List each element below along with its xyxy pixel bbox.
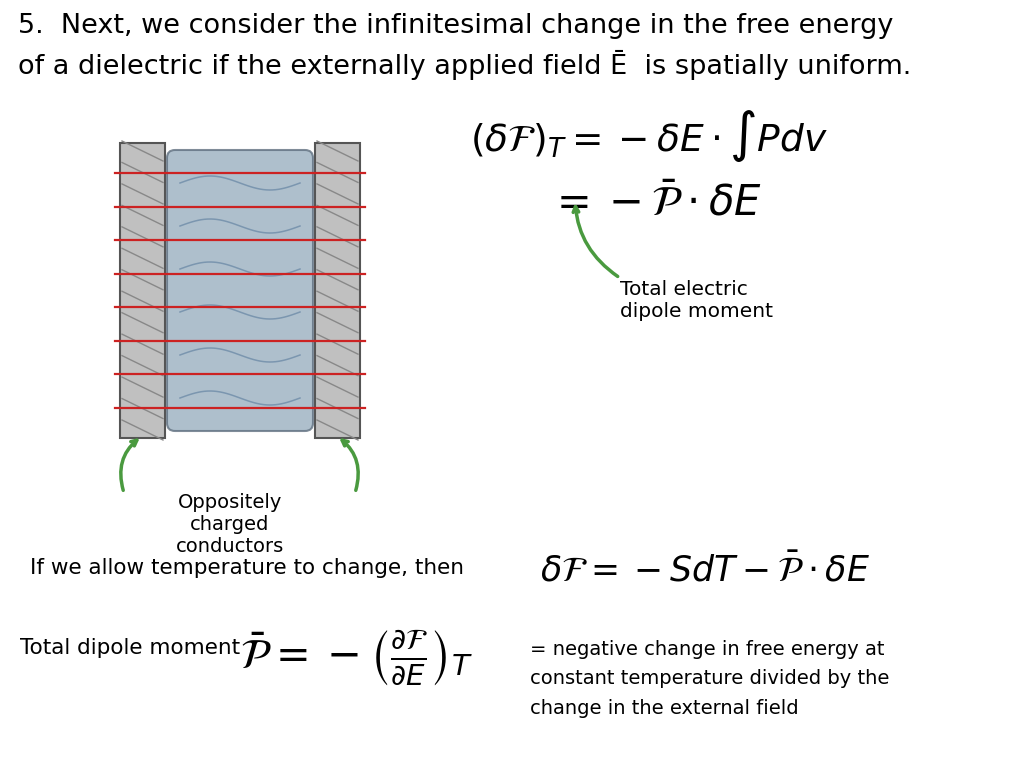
Bar xyxy=(120,143,165,438)
FancyBboxPatch shape xyxy=(167,150,313,431)
Text: $\bar{\mathcal{P}} = -\left(\frac{\partial \mathcal{F}}{\partial E}\right)_T$: $\bar{\mathcal{P}} = -\left(\frac{\parti… xyxy=(240,628,473,687)
Text: $(\delta \mathcal{F})_T = -\delta E \cdot \int P dv$: $(\delta \mathcal{F})_T = -\delta E \cdo… xyxy=(470,108,828,164)
Text: Total electric
dipole moment: Total electric dipole moment xyxy=(620,280,773,321)
Bar xyxy=(315,143,360,438)
Text: Total dipole moment: Total dipole moment xyxy=(20,638,240,658)
Text: Oppositely
charged
conductors: Oppositely charged conductors xyxy=(176,493,284,556)
Text: $\delta \mathcal{F} = -SdT - \bar{\mathcal{P}} \cdot \delta E$: $\delta \mathcal{F} = -SdT - \bar{\mathc… xyxy=(540,553,870,588)
Text: of a dielectric if the externally applied field Ē  is spatially uniform.: of a dielectric if the externally applie… xyxy=(18,50,911,80)
Text: If we allow temperature to change, then: If we allow temperature to change, then xyxy=(30,558,464,578)
Text: = negative change in free energy at
constant temperature divided by the
change i: = negative change in free energy at cons… xyxy=(530,640,890,718)
Text: 5.  Next, we consider the infinitesimal change in the free energy: 5. Next, we consider the infinitesimal c… xyxy=(18,13,893,39)
Text: $\;\;\;\;\;\;\;= -\bar{\mathcal{P}} \cdot \delta E$: $\;\;\;\;\;\;\;= -\bar{\mathcal{P}} \cdo… xyxy=(470,183,762,225)
